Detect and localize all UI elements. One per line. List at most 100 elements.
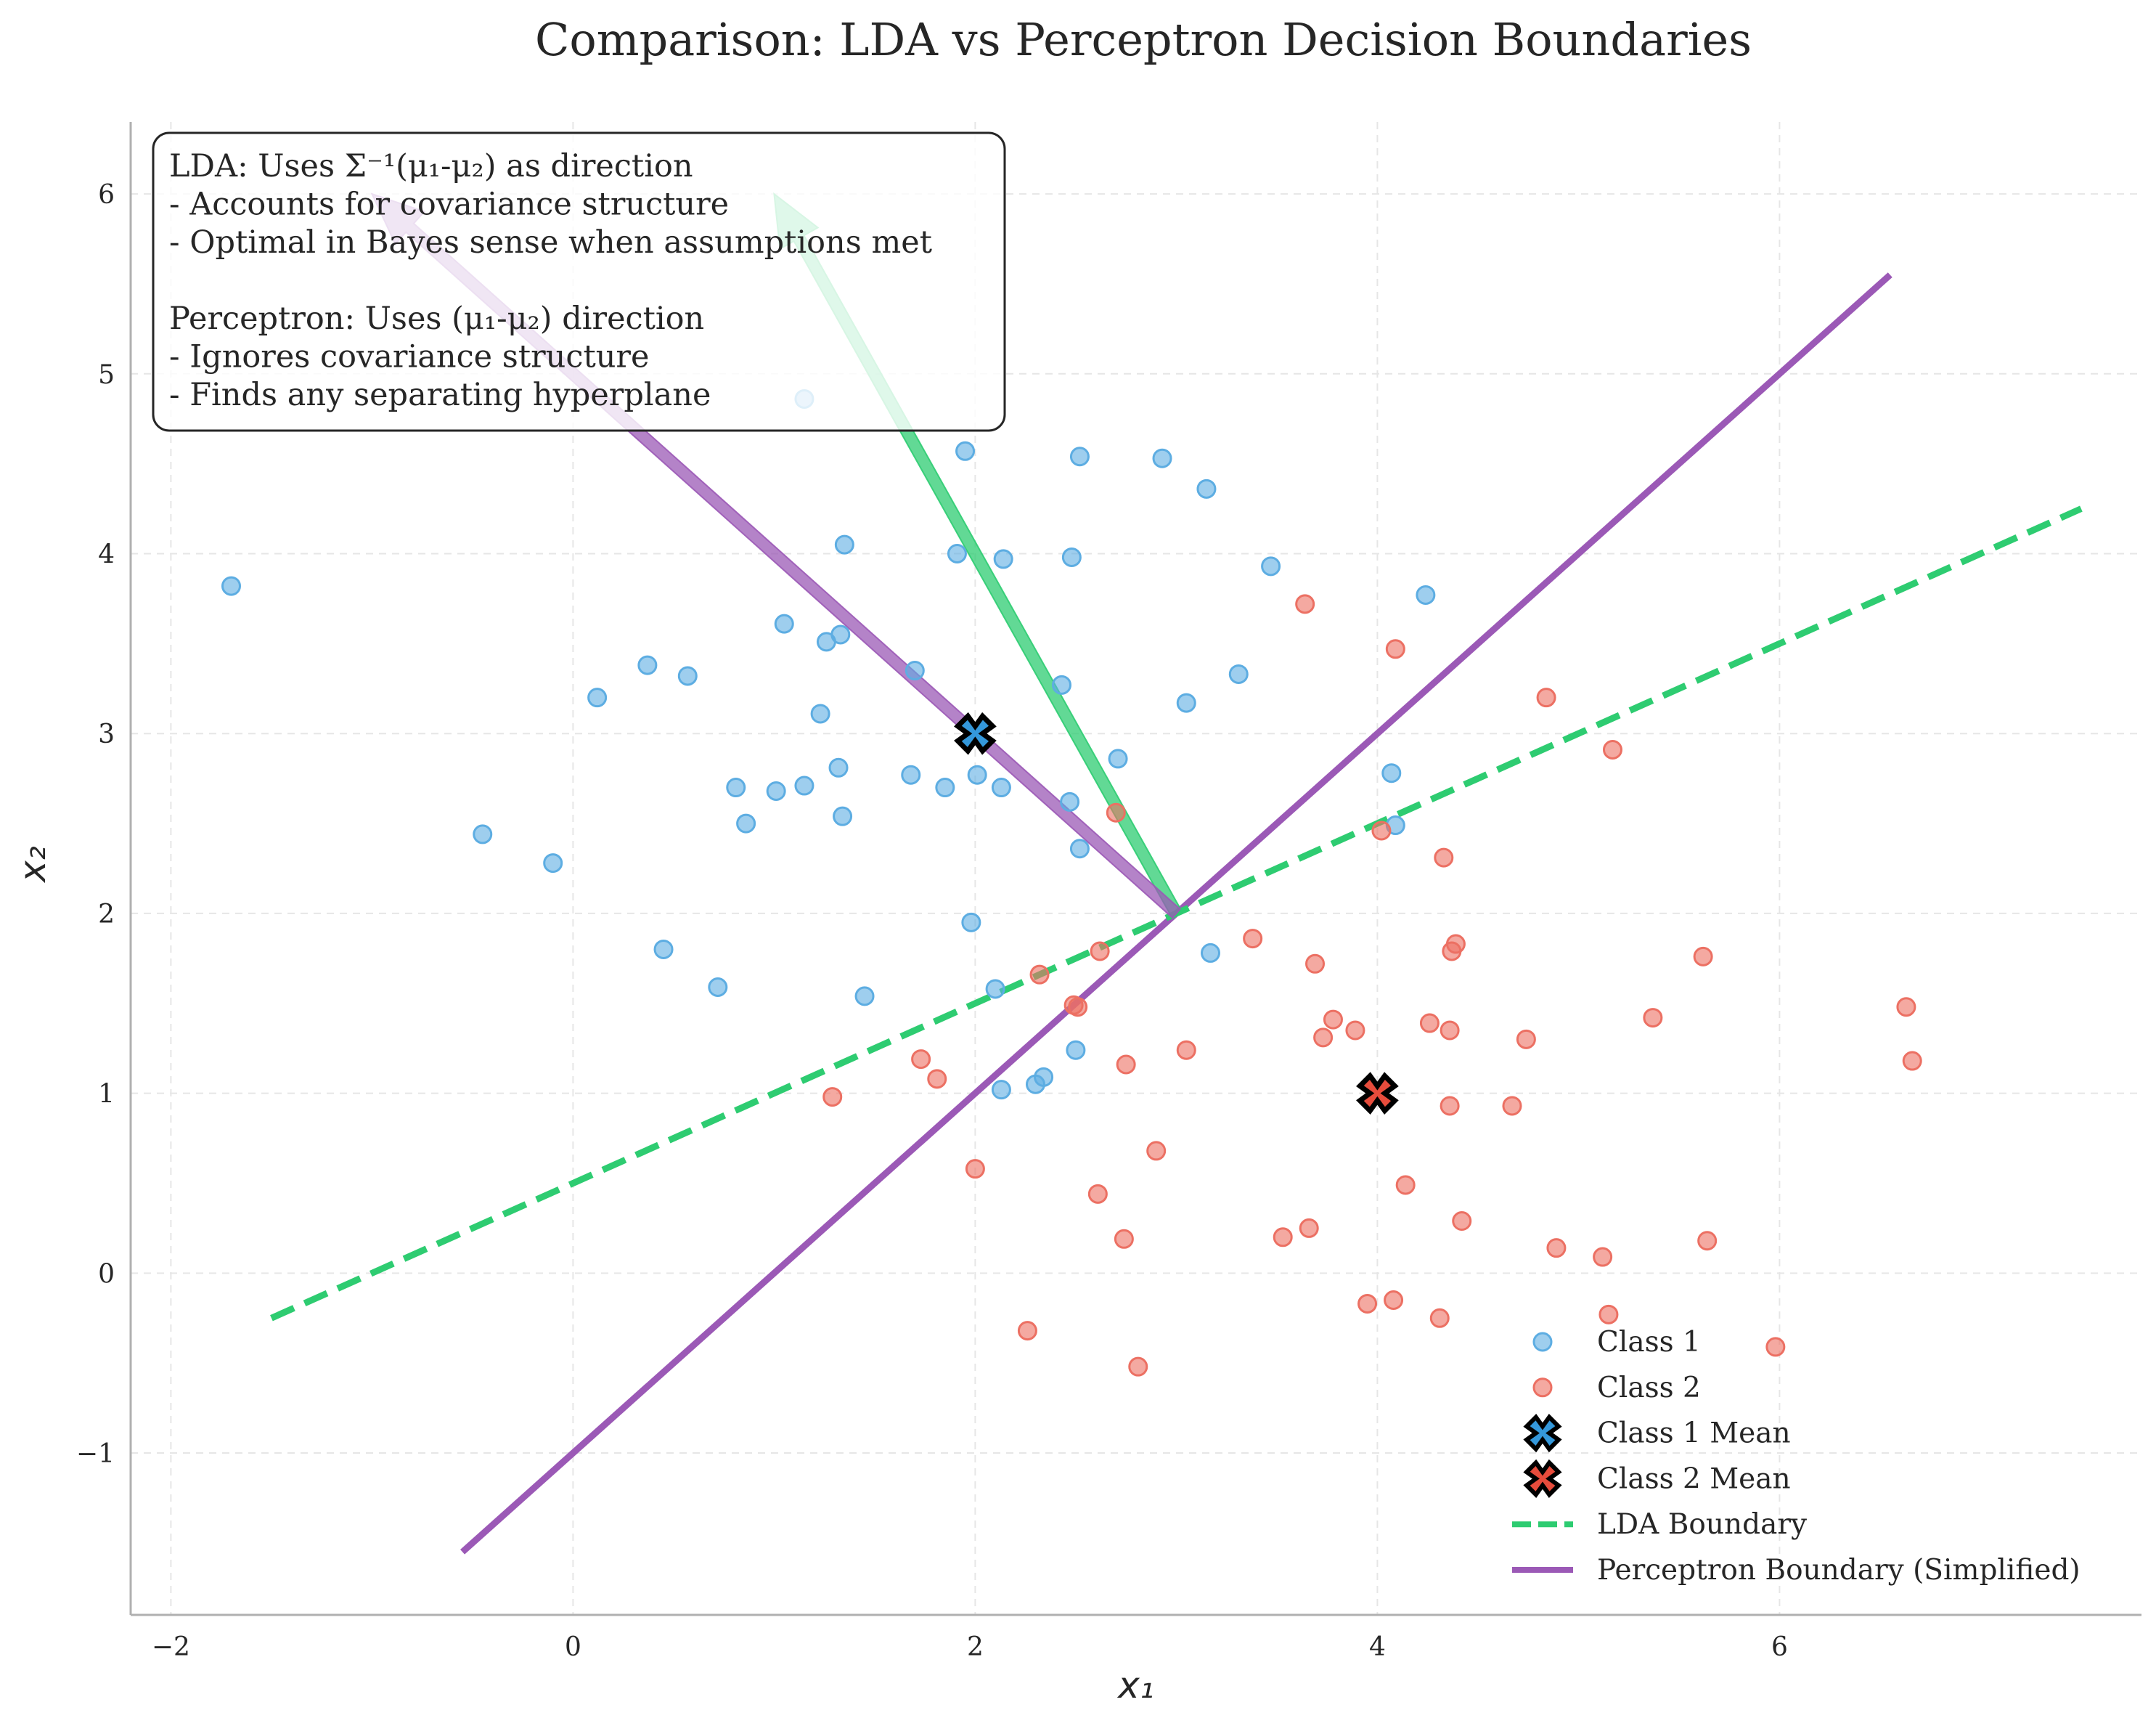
y-tick-label: 1: [98, 1080, 115, 1110]
legend-item-class-2-mean: Class 2 Mean: [1523, 1459, 1791, 1499]
class-1-point: [1261, 556, 1281, 577]
legend-label: Class 1 Mean: [1597, 1417, 1791, 1450]
class-2-point: [1445, 934, 1466, 954]
class-2-point: [927, 1069, 947, 1089]
class-2-mean-marker: [1356, 1072, 1399, 1115]
class-1-point: [901, 765, 921, 785]
class-2-point: [1087, 1184, 1108, 1204]
x-axis-label: x₁: [1116, 1664, 1154, 1706]
class-2-point: [1429, 1308, 1450, 1328]
legend-label: LDA Boundary: [1597, 1508, 1807, 1541]
legend-item-class-1-mean: Class 1 Mean: [1523, 1413, 1791, 1453]
class-2-point: [1385, 639, 1405, 659]
class-2-point: [1299, 1218, 1319, 1238]
class-2-point: [1602, 740, 1622, 760]
legend-mean-handle: [1523, 1459, 1562, 1499]
class-2-point: [1116, 1054, 1136, 1075]
class-1-point: [828, 757, 849, 778]
class-1-point: [473, 824, 493, 844]
class-1-point: [1060, 791, 1080, 812]
class-1-point: [677, 666, 698, 686]
class-1-point: [961, 912, 981, 932]
class-2-point: [1295, 594, 1315, 614]
class-2-point: [1697, 1231, 1718, 1251]
class-1-point: [653, 939, 674, 959]
class-2-point: [1546, 1238, 1567, 1258]
class-2-point: [1305, 953, 1326, 974]
class-1-point: [967, 765, 987, 785]
annotation-frame: [152, 131, 1006, 432]
class-1-point: [830, 624, 851, 645]
legend-item-perceptron-boundary: Perceptron Boundary (Simplified): [1512, 1554, 2081, 1587]
class-2-point: [1536, 688, 1556, 708]
annotation-line: - Optimal in Bayes sense when assumption…: [169, 224, 932, 261]
class-1-point: [1176, 693, 1196, 713]
class-1-point: [726, 778, 746, 798]
x-tick-label: 0: [565, 1632, 581, 1662]
x-tick-label: −2: [152, 1632, 190, 1662]
y-tick-label: 5: [98, 360, 115, 390]
class-2-point: [1068, 997, 1088, 1017]
class-1-point: [991, 1080, 1011, 1100]
class-1-point: [736, 813, 756, 834]
legend: Class 1 Class 2 Class 1 Mean Class 2 Mean LD…: [1512, 1326, 2081, 1587]
class-2-point: [1146, 1141, 1167, 1161]
class-2-point: [1090, 941, 1110, 961]
chart-title: Comparison: LDA vs Perceptron Decision B…: [535, 13, 1752, 66]
annotation-line: - Finds any separating hyperplane: [169, 377, 711, 413]
class-2-point: [1693, 946, 1713, 966]
data-points: [221, 388, 1922, 1377]
class-2-point: [1419, 1013, 1440, 1033]
class-1-point: [810, 704, 830, 724]
class-1-point: [1061, 547, 1082, 567]
class-2-point: [1357, 1293, 1378, 1314]
class-1-point: [1034, 1067, 1054, 1087]
class-2-point: [1434, 847, 1454, 868]
annotation-line: Perceptron: Uses (μ₁-μ₂) direction: [169, 301, 704, 337]
class-1-point: [587, 688, 608, 708]
class-2-point: [1643, 1008, 1663, 1028]
x-tick-label: 2: [967, 1632, 984, 1662]
class-1-point: [1416, 585, 1436, 605]
y-tick-label: 6: [98, 180, 115, 210]
class-1-point: [991, 778, 1011, 798]
class-2-point: [1243, 929, 1263, 949]
class-2-point: [1384, 1290, 1404, 1311]
annotation-line: LDA: Uses Σ⁻¹(μ₁-μ₂) as direction: [169, 148, 693, 184]
class-1-point: [985, 979, 1005, 999]
legend-point-handle: [1532, 1332, 1553, 1352]
legend-label: Class 1: [1597, 1326, 1701, 1359]
ticks: −2 0 2 4 6 −1 0 1 2 3 4 5 6: [76, 180, 1788, 1662]
class-2-point: [1176, 1040, 1196, 1060]
legend-label: Class 2 Mean: [1597, 1462, 1791, 1495]
class-1-point: [993, 549, 1013, 569]
legend-item-class-1: Class 1: [1532, 1326, 1701, 1359]
x-tick-label: 6: [1771, 1632, 1788, 1662]
class-2-point: [1114, 1229, 1134, 1249]
legend-item-lda-boundary: LDA Boundary: [1512, 1508, 1807, 1541]
class-1-point: [833, 806, 853, 826]
class-2-point: [1593, 1247, 1613, 1267]
legend-mean-handle: [1523, 1413, 1562, 1453]
class-1-point: [1381, 763, 1402, 783]
x-tick-label: 4: [1369, 1632, 1386, 1662]
class-1-point: [854, 986, 875, 1006]
class-2-point: [1029, 964, 1050, 985]
legend-label: Class 2: [1597, 1372, 1701, 1404]
class-1-point: [955, 441, 976, 461]
class-2-point: [1371, 821, 1392, 841]
class-1-point: [1052, 675, 1072, 695]
class-2-point: [1313, 1027, 1334, 1048]
class-2-point: [1598, 1304, 1619, 1324]
y-tick-label: 0: [98, 1259, 115, 1289]
class-2-point: [1516, 1029, 1536, 1049]
class-1-point: [947, 544, 967, 564]
class-2-point: [1273, 1227, 1293, 1247]
class-1-point: [543, 853, 563, 874]
class-2-point: [1452, 1211, 1472, 1232]
class-1-point: [905, 661, 925, 681]
class-1-point: [794, 776, 814, 796]
annotation-line: - Ignores covariance structure: [169, 339, 649, 375]
